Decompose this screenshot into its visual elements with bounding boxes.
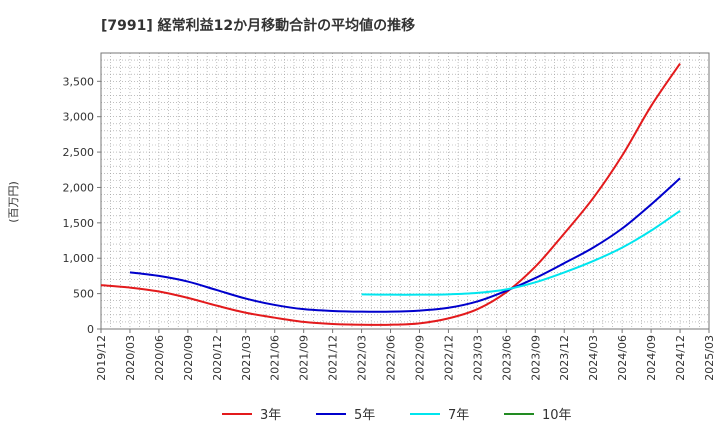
y-tick-label: 3,000: [63, 111, 95, 124]
x-tick-label: 2023/06: [500, 335, 513, 381]
y-tick-label: 1,000: [63, 252, 95, 265]
x-tick-label: 2020/03: [124, 335, 137, 381]
x-tick-label: 2024/06: [616, 335, 629, 381]
y-tick-label: 3,500: [63, 75, 95, 88]
x-tick-label: 2022/12: [442, 335, 455, 381]
x-tick-label: 2021/06: [269, 335, 282, 381]
legend: 3年 5年 7年 10年: [222, 408, 572, 423]
x-tick-label: 2024/09: [645, 335, 658, 381]
series-line-1: [100, 63, 681, 326]
series-line-2: [129, 177, 681, 313]
x-tick-label: 2024/03: [587, 335, 600, 381]
x-tick-label: 2021/03: [240, 335, 253, 381]
y-tick-label: 1,500: [63, 217, 95, 230]
y-tick-label: 2,000: [63, 181, 95, 194]
x-tick-label: 2024/12: [674, 335, 687, 381]
y-tick-label: 500: [73, 288, 94, 301]
y-axis-label: (百万円): [7, 181, 20, 223]
x-tick-label: 2020/12: [211, 335, 224, 381]
y-tick-label: 0: [87, 323, 94, 336]
legend-label-1: 3年: [260, 408, 281, 423]
x-tick-label: 2021/12: [327, 335, 340, 381]
x-axis-ticks: 2019/12 2020/03 2020/06 2020/09 2020/12 2021/…: [95, 329, 716, 381]
plot-frame: [100, 52, 710, 330]
x-tick-label: 2020/06: [153, 335, 166, 381]
series-lines: [100, 63, 681, 326]
series-line-3: [361, 209, 681, 296]
x-tick-label: 2023/09: [529, 335, 542, 381]
x-tick-label: 2025/03: [703, 335, 716, 381]
x-tick-label: 2022/09: [413, 335, 426, 381]
x-tick-label: 2019/12: [95, 335, 108, 381]
x-tick-label: 2022/06: [385, 335, 398, 381]
legend-label-4: 10年: [542, 408, 572, 423]
grid: [101, 53, 709, 329]
chart-title: [7991] 経常利益12か月移動合計の平均値の推移: [101, 17, 415, 34]
x-tick-label: 2023/03: [471, 335, 484, 381]
y-tick-label: 2,500: [63, 146, 95, 159]
x-tick-label: 2020/09: [182, 335, 195, 381]
legend-label-3: 7年: [448, 408, 469, 423]
x-tick-label: 2022/03: [356, 335, 369, 381]
x-tick-label: 2021/09: [298, 335, 311, 381]
y-axis-ticks: 0 500 1,000 1,500 2,000 2,500 3,000 3,500: [63, 75, 101, 336]
legend-label-2: 5年: [354, 408, 375, 423]
x-tick-label: 2023/12: [558, 335, 571, 381]
